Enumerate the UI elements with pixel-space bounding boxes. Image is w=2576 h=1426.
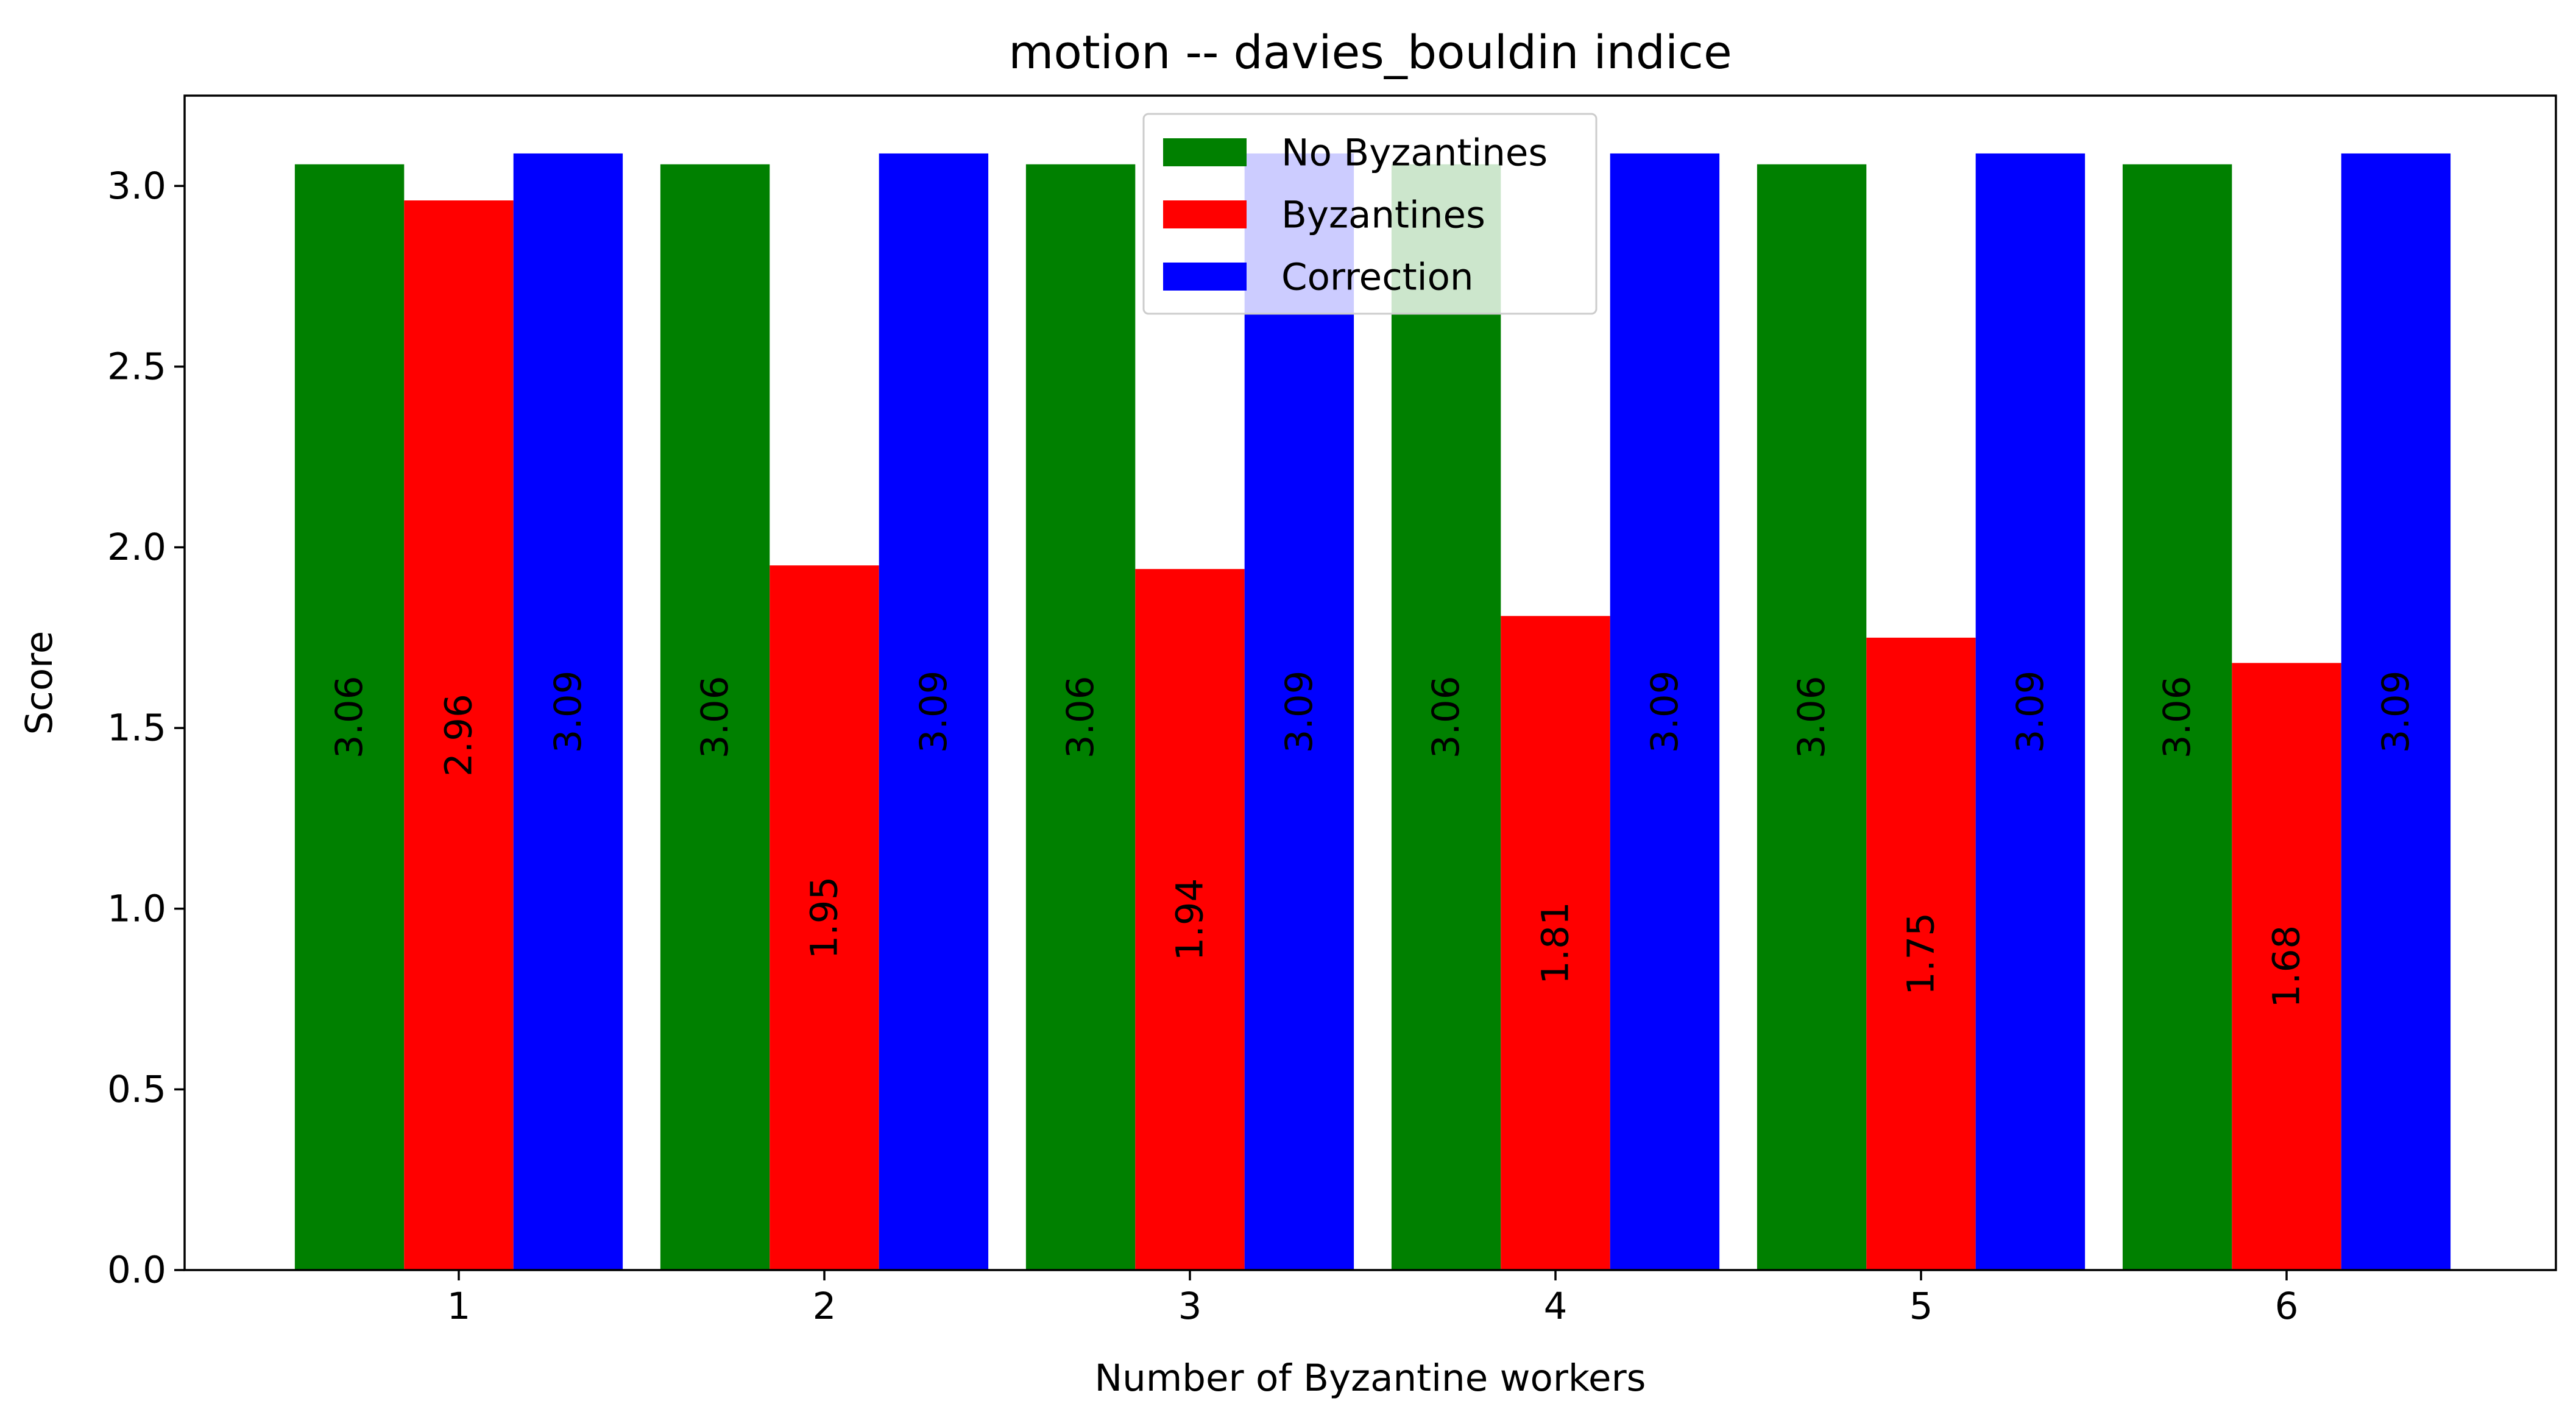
bar-correction-4 bbox=[1610, 153, 1720, 1270]
y-tick-label: 3.0 bbox=[107, 164, 166, 208]
bar-value-label: 3.06 bbox=[1790, 676, 1833, 758]
bar-correction-1 bbox=[513, 153, 623, 1270]
legend-swatch-correction bbox=[1163, 263, 1247, 291]
y-tick-label: 0.0 bbox=[107, 1249, 166, 1292]
bar-value-label: 3.09 bbox=[547, 671, 590, 754]
y-tick-label: 0.5 bbox=[107, 1068, 166, 1111]
bar-value-label: 3.09 bbox=[1278, 671, 1321, 754]
bar-byzantines-3 bbox=[1135, 569, 1245, 1270]
y-tick-label: 1.5 bbox=[107, 707, 166, 750]
bar-value-label: 1.81 bbox=[1534, 902, 1577, 984]
bars-layer bbox=[294, 153, 2451, 1271]
bar-byzantines-6 bbox=[2232, 663, 2341, 1270]
x-tick-label: 1 bbox=[447, 1285, 471, 1328]
x-axis: 1 2 3 4 5 6 bbox=[447, 1270, 2299, 1328]
bar-value-label: 3.06 bbox=[328, 676, 371, 758]
legend-label-correction: Correction bbox=[1281, 256, 1474, 299]
bar-value-label: 1.94 bbox=[1169, 878, 1212, 961]
legend: No Byzantines Byzantines Correction bbox=[1142, 113, 1598, 315]
bar-no-byzantines-2 bbox=[660, 164, 770, 1271]
bar-value-label: 1.68 bbox=[2265, 925, 2309, 1008]
y-tick-label: 2.5 bbox=[107, 345, 166, 388]
bar-byzantines-4 bbox=[1501, 616, 1610, 1270]
bar-value-label: 3.06 bbox=[2156, 676, 2199, 758]
bar-no-byzantines-4 bbox=[1391, 164, 1501, 1271]
bar-byzantines-5 bbox=[1866, 637, 1976, 1270]
bar-value-label: 3.09 bbox=[912, 671, 955, 754]
bar-no-byzantines-6 bbox=[2122, 164, 2232, 1271]
y-tick-label: 1.0 bbox=[107, 887, 166, 930]
bar-no-byzantines-3 bbox=[1025, 164, 1136, 1271]
x-tick-label: 5 bbox=[1909, 1285, 1933, 1328]
bar-no-byzantines-1 bbox=[294, 164, 405, 1271]
bar-correction-2 bbox=[879, 153, 989, 1270]
bar-value-label: 1.95 bbox=[803, 877, 846, 959]
legend-swatch-no-byzantines bbox=[1163, 138, 1247, 166]
bar-correction-5 bbox=[1975, 153, 2086, 1270]
y-axis-label: Score bbox=[18, 631, 61, 735]
legend-label-byzantines: Byzantines bbox=[1281, 194, 1485, 237]
plot-frame bbox=[183, 94, 2557, 1271]
bar-no-byzantines-5 bbox=[1757, 164, 1867, 1271]
chart-title: motion -- davies_bouldin indice bbox=[1008, 25, 1732, 79]
bar-value-label: 3.06 bbox=[1424, 676, 1468, 758]
bar-value-label: 2.96 bbox=[437, 694, 481, 777]
x-tick-label: 4 bbox=[1544, 1285, 1568, 1328]
bar-correction-3 bbox=[1244, 153, 1354, 1270]
bar-labels-layer: 3.06 3.06 3.06 3.06 3.06 3.06 2.96 1.95 1.94 1.81… bbox=[328, 671, 2418, 1008]
legend-swatch-byzantines bbox=[1163, 200, 1247, 228]
bar-value-label: 3.09 bbox=[2009, 671, 2052, 754]
y-tick-label: 2.0 bbox=[107, 526, 166, 569]
bar-byzantines-1 bbox=[404, 200, 514, 1270]
y-axis: 0.0 0.5 1.0 1.5 2.0 2.5 3.0 bbox=[107, 164, 185, 1292]
x-axis-label: Number of Byzantine workers bbox=[1095, 1357, 1646, 1400]
bar-value-label: 3.06 bbox=[693, 676, 737, 758]
legend-box bbox=[1142, 113, 1598, 315]
bar-value-label: 1.75 bbox=[1900, 912, 1943, 995]
bar-byzantines-2 bbox=[770, 565, 879, 1271]
bar-value-label: 3.09 bbox=[2374, 671, 2418, 754]
bar-value-label: 3.09 bbox=[1643, 671, 1686, 754]
bar-correction-6 bbox=[2341, 153, 2451, 1270]
x-tick-label: 6 bbox=[2275, 1285, 2299, 1328]
bar-value-label: 3.06 bbox=[1059, 676, 1102, 758]
x-tick-label: 3 bbox=[1178, 1285, 1202, 1328]
legend-label-no-byzantines: No Byzantines bbox=[1281, 132, 1548, 175]
x-tick-label: 2 bbox=[813, 1285, 837, 1328]
